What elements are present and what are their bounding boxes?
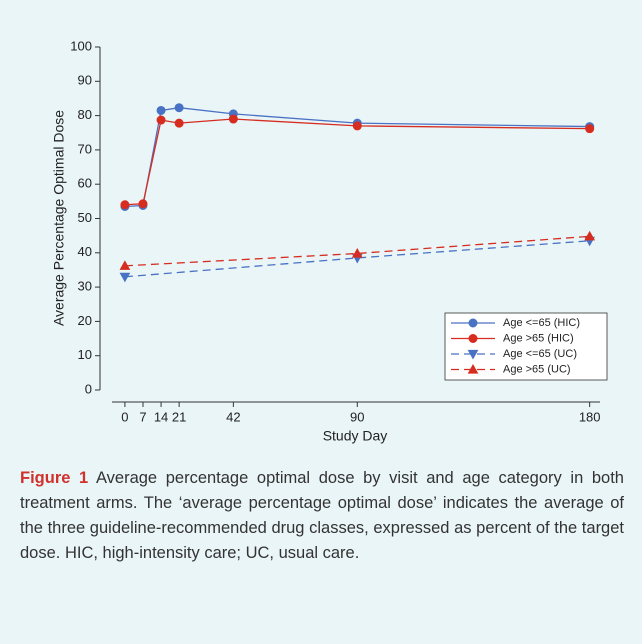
marker bbox=[468, 318, 478, 328]
caption-label: Figure 1 bbox=[20, 469, 89, 487]
marker bbox=[174, 118, 184, 128]
legend-label: Age <=65 (UC) bbox=[503, 348, 577, 360]
marker bbox=[351, 247, 363, 258]
x-tick-label: 42 bbox=[226, 409, 240, 424]
marker bbox=[468, 334, 478, 343]
marker bbox=[119, 272, 131, 283]
y-tick-label: 90 bbox=[78, 73, 92, 88]
marker bbox=[228, 114, 238, 124]
y-tick-label: 60 bbox=[78, 176, 92, 191]
y-tick-label: 100 bbox=[70, 38, 92, 53]
legend-label: Age <=65 (HIC) bbox=[503, 317, 580, 329]
y-tick-label: 20 bbox=[78, 313, 92, 328]
chart: Study Day Average Percentage Optimal Dos… bbox=[51, 38, 608, 444]
y-tick-label: 80 bbox=[78, 107, 92, 122]
y-tick-label: 40 bbox=[78, 244, 92, 259]
y-axis-label: Average Percentage Optimal Dose bbox=[51, 110, 67, 326]
y-tick-label: 10 bbox=[78, 347, 92, 362]
x-tick-label: 7 bbox=[139, 409, 146, 424]
x-tick-label: 14 bbox=[154, 409, 168, 424]
x-tick-label: 0 bbox=[121, 409, 128, 424]
legend-label: Age >65 (UC) bbox=[503, 363, 571, 375]
x-tick-label: 21 bbox=[172, 409, 186, 424]
marker bbox=[138, 199, 148, 209]
y-tick-label: 0 bbox=[85, 381, 92, 396]
x-tick-label: 90 bbox=[350, 409, 364, 424]
caption: Figure 1 Average percentage optimal dose… bbox=[20, 466, 624, 566]
marker bbox=[174, 103, 184, 113]
series-line bbox=[124, 118, 590, 206]
x-axis-label: Study Day bbox=[323, 428, 388, 444]
y-tick-label: 30 bbox=[78, 279, 92, 294]
marker bbox=[467, 363, 479, 374]
caption-text: Average percentage optimal dose by visit… bbox=[20, 469, 624, 562]
marker bbox=[585, 124, 595, 134]
marker bbox=[352, 121, 362, 131]
marker bbox=[156, 105, 166, 115]
y-tick-label: 70 bbox=[78, 141, 92, 156]
marker bbox=[156, 115, 166, 125]
marker bbox=[467, 349, 479, 360]
x-tick-label: 180 bbox=[579, 409, 601, 424]
legend-label: Age >65 (HIC) bbox=[503, 332, 574, 344]
y-tick-label: 50 bbox=[78, 210, 92, 225]
marker bbox=[584, 230, 596, 241]
marker bbox=[119, 260, 131, 270]
marker bbox=[120, 200, 130, 210]
